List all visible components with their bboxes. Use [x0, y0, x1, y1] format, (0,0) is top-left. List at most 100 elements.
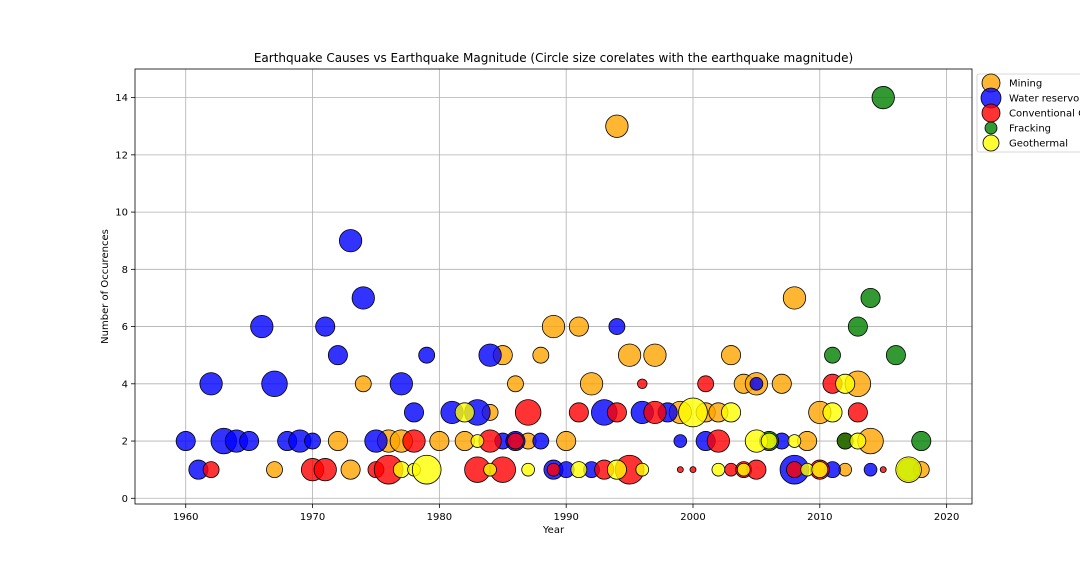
- legend-marker: [982, 134, 1000, 152]
- data-point: [771, 373, 792, 394]
- data-point: [787, 434, 802, 448]
- data-point: [885, 345, 906, 366]
- data-point: [721, 402, 742, 423]
- data-point: [676, 466, 684, 474]
- data-point: [847, 402, 868, 423]
- data-point: [532, 432, 550, 450]
- data-point: [507, 375, 524, 393]
- data-point: [403, 402, 424, 423]
- data-points: [175, 86, 932, 485]
- data-point: [313, 458, 337, 482]
- x-tick-label: 1960: [173, 512, 198, 523]
- y-tick-label: 10: [115, 208, 128, 219]
- data-point: [532, 346, 550, 364]
- data-point: [546, 462, 561, 477]
- data-point: [521, 462, 535, 477]
- x-tick-label: 1970: [300, 512, 325, 523]
- data-point: [782, 286, 807, 310]
- data-point: [478, 343, 502, 367]
- data-point: [608, 318, 626, 335]
- data-point: [879, 466, 887, 474]
- legend: Mining Water reservoir Conventional Oil an…: [976, 73, 1080, 153]
- data-point: [483, 462, 497, 477]
- data-point: [199, 372, 223, 396]
- legend-label: Water reservoir: [1009, 94, 1080, 105]
- legend-label: Fracking: [1009, 124, 1051, 135]
- data-point: [786, 461, 803, 479]
- data-point: [911, 431, 932, 452]
- data-point: [556, 431, 577, 452]
- data-point: [568, 402, 589, 423]
- legend-box: [976, 73, 1080, 153]
- data-point: [895, 456, 922, 483]
- data-point: [402, 429, 426, 453]
- data-point: [327, 431, 348, 452]
- data-point: [849, 432, 867, 450]
- data-point: [711, 462, 726, 477]
- data-point: [266, 461, 283, 479]
- data-point: [541, 314, 566, 339]
- x-axis-label: Year: [542, 525, 565, 536]
- data-point: [389, 372, 413, 396]
- data-point: [429, 431, 450, 452]
- data-point: [863, 462, 878, 477]
- data-point: [202, 461, 220, 479]
- data-point: [364, 429, 388, 453]
- y-tick-label: 14: [115, 93, 128, 104]
- data-point: [822, 402, 843, 423]
- data-point: [411, 454, 442, 485]
- data-point: [392, 461, 410, 479]
- data-point: [568, 316, 589, 337]
- legend-marker: [981, 103, 1001, 123]
- data-point: [824, 346, 841, 364]
- chart-title: Earthquake Causes vs Earthquake Magnitud…: [254, 51, 853, 65]
- data-point: [835, 373, 856, 394]
- data-point: [605, 114, 629, 138]
- data-point: [860, 287, 881, 308]
- data-point: [697, 375, 715, 393]
- x-tick-label: 2010: [807, 512, 832, 523]
- legend-label: Mining: [1009, 79, 1042, 90]
- data-point: [454, 402, 475, 423]
- y-axis-ticks: 0 2 4 6 8 10 12 14: [115, 93, 135, 505]
- x-tick-label: 2000: [680, 512, 705, 523]
- y-tick-label: 2: [122, 437, 128, 448]
- legend-label: Geothermal: [1009, 139, 1068, 150]
- y-tick-label: 6: [122, 322, 128, 333]
- data-point: [338, 229, 363, 253]
- data-point: [351, 286, 375, 310]
- legend-marker: [984, 121, 998, 135]
- data-point: [470, 434, 485, 448]
- data-point: [736, 462, 751, 477]
- data-point: [617, 343, 642, 367]
- data-point: [304, 432, 321, 450]
- x-tick-label: 1980: [427, 512, 452, 523]
- y-tick-label: 8: [122, 265, 128, 276]
- data-point: [340, 459, 361, 480]
- data-point: [418, 346, 436, 364]
- data-point: [847, 316, 868, 337]
- y-axis-label: Number of Occurences: [100, 229, 111, 344]
- y-tick-label: 4: [122, 379, 128, 390]
- data-point: [327, 345, 348, 366]
- data-point: [606, 459, 627, 480]
- data-point: [871, 86, 895, 110]
- data-point: [175, 431, 196, 452]
- x-tick-label: 2020: [934, 512, 959, 523]
- data-point: [760, 432, 778, 450]
- y-tick-label: 0: [122, 494, 128, 505]
- data-point: [811, 461, 829, 479]
- data-point: [635, 462, 650, 477]
- data-point: [673, 434, 688, 448]
- data-point: [637, 378, 648, 390]
- data-point: [250, 314, 274, 339]
- data-point: [315, 316, 336, 337]
- y-tick-label: 12: [115, 150, 128, 161]
- data-point: [261, 370, 288, 398]
- data-point: [239, 431, 260, 452]
- data-point: [689, 466, 697, 474]
- data-point: [514, 399, 542, 426]
- data-point: [643, 400, 667, 425]
- data-point: [579, 372, 604, 396]
